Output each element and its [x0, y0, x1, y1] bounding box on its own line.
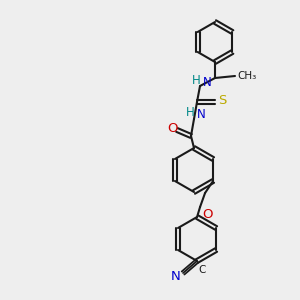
- Text: N: N: [197, 107, 206, 121]
- Text: N: N: [203, 76, 212, 88]
- Text: H: H: [192, 74, 201, 88]
- Text: O: O: [202, 208, 213, 221]
- Text: H: H: [186, 106, 195, 119]
- Text: S: S: [218, 94, 226, 107]
- Text: C: C: [198, 265, 206, 275]
- Text: N: N: [171, 271, 181, 284]
- Text: O: O: [168, 122, 178, 134]
- Text: CH₃: CH₃: [237, 71, 256, 81]
